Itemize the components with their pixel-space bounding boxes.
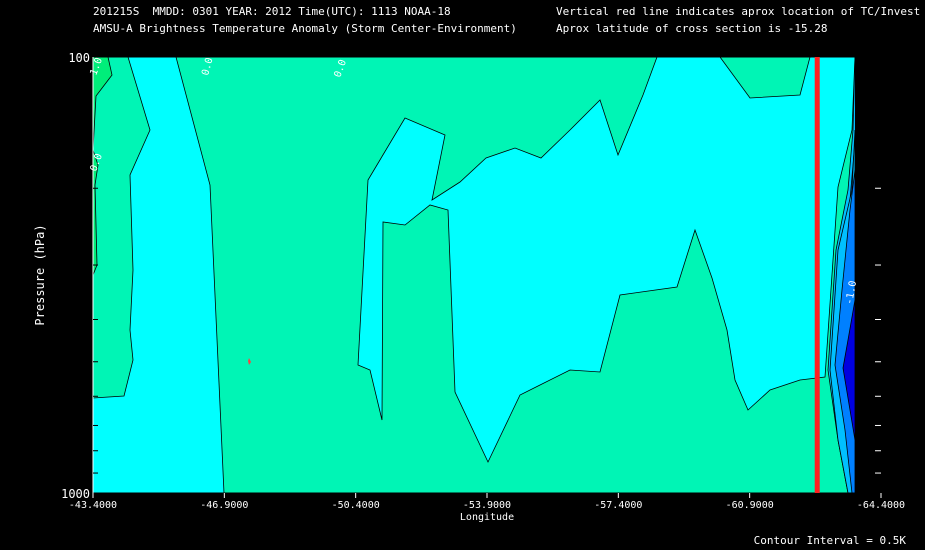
tc-right-strip-core [842,299,856,441]
y-tick-label: 100 [68,51,90,65]
y-axis: 100 1000 [61,51,881,501]
x-axis-label: Longitude [460,512,514,523]
small-feature-mark [248,358,251,365]
contour-label-tc: -1.0 [844,280,859,306]
region-left-max-2 [93,149,99,276]
x-tick-label: -53.9000 [463,500,511,511]
x-tick-label: -43.4000 [69,500,117,511]
region-upper-positive-2 [175,57,881,493]
contour-interval: Contour Interval = 0.5K [754,534,907,547]
y-axis-label: Pressure (hPa) [33,224,47,325]
x-tick-label: -60.9000 [726,500,774,511]
x-tick-label: -64.4000 [857,500,905,511]
header-line1-right: Vertical red line indicates aprox locati… [556,5,921,18]
x-tick-label: -46.9000 [200,500,248,511]
header-line1-left: 201215S MMDD: 0301 YEAR: 2012 Time(UTC):… [93,5,451,18]
region-left-max [93,57,113,151]
contour-fill-group [93,57,881,493]
x-axis: -43.4000 -46.9000 -50.4000 -53.9000 -57.4000… [69,493,905,511]
contour-label-top1: 0.0 [200,56,215,76]
tc-right-strip [855,57,881,493]
header-line2-left: AMSU-A Brightness Temperature Anomaly (S… [93,22,517,35]
y-tick-label: 1000 [61,487,90,501]
x-tick-label: -50.4000 [332,500,380,511]
region-left-positive [93,57,151,399]
header-line2-right: Aprox latitude of cross section is -15.2… [556,22,828,35]
x-tick-label: -57.4000 [594,500,642,511]
